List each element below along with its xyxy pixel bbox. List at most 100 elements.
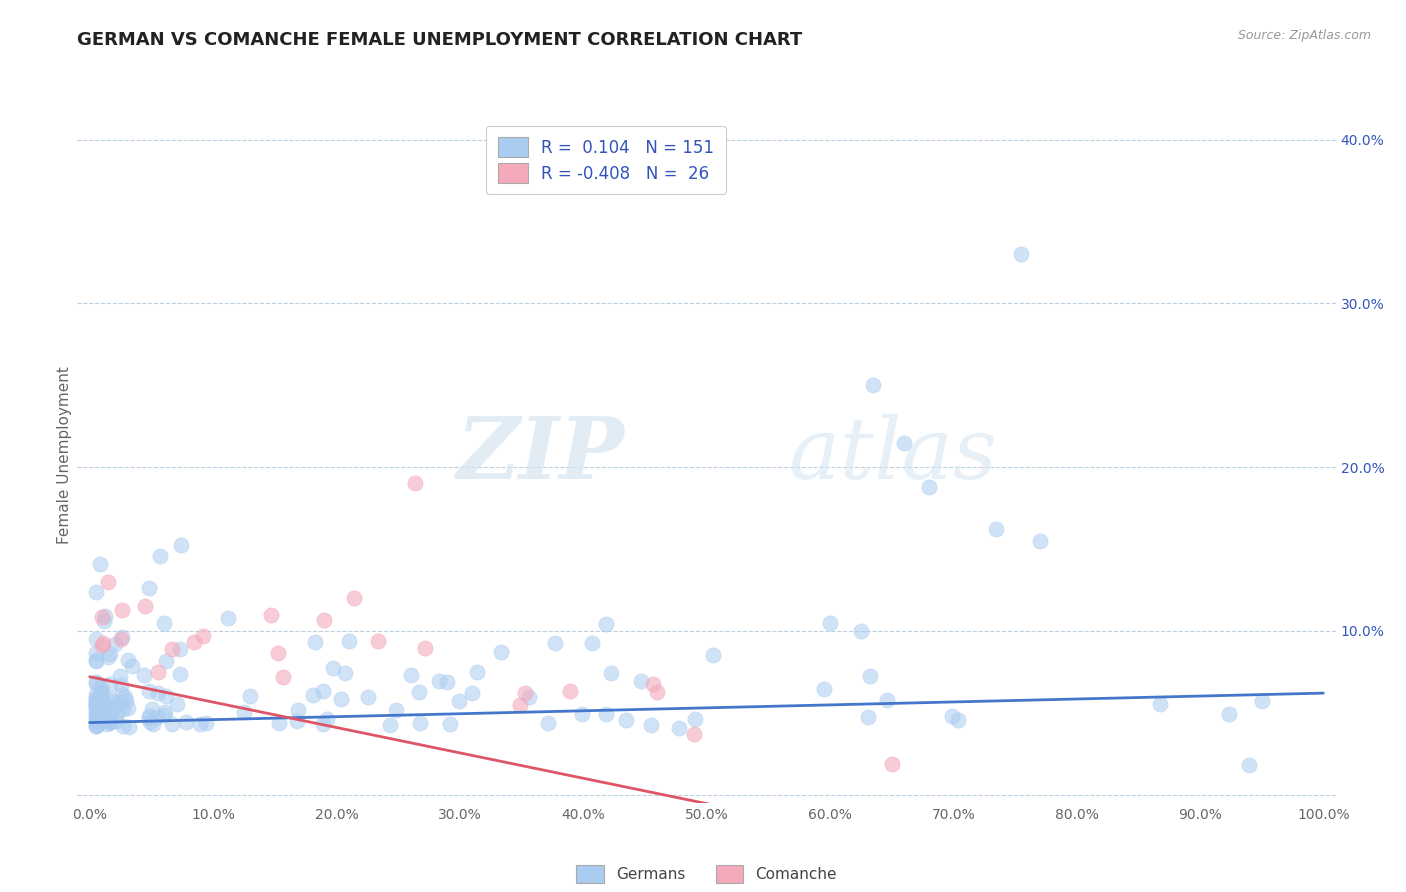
Point [683, 712, 706, 726]
Point [104, 699, 127, 714]
Point [160, 717, 183, 731]
Point [138, 684, 160, 698]
Point [110, 678, 132, 692]
Point [96, 711, 118, 725]
Point [880, 756, 903, 771]
Point [121, 659, 143, 673]
Point [174, 715, 197, 730]
Point [169, 641, 191, 656]
Point [100, 714, 122, 729]
Point [271, 670, 294, 684]
Point [105, 714, 128, 728]
Point [94, 704, 117, 718]
Point [90, 684, 112, 698]
Point [146, 686, 169, 700]
Y-axis label: Female Unemployment: Female Unemployment [56, 366, 72, 544]
Point [84, 714, 107, 728]
Point [986, 523, 1008, 537]
Point [1239, 758, 1261, 772]
Point [818, 615, 841, 630]
Point [517, 690, 540, 704]
Point [260, 607, 283, 622]
Point [188, 716, 211, 731]
Point [146, 665, 169, 679]
Point [84, 703, 107, 717]
Point [111, 687, 134, 701]
Point [312, 684, 335, 698]
Point [89, 714, 111, 728]
Point [489, 645, 512, 659]
Point [149, 549, 172, 563]
Point [138, 582, 160, 596]
Point [91, 610, 114, 624]
Point [84, 719, 107, 733]
Point [595, 616, 617, 631]
Point [449, 694, 471, 708]
Point [98, 715, 121, 730]
Point [266, 646, 288, 660]
Point [1010, 247, 1032, 261]
Point [217, 611, 239, 625]
Point [702, 648, 724, 663]
Point [115, 693, 138, 707]
Point [329, 692, 352, 706]
Point [84, 696, 107, 710]
Point [153, 615, 176, 630]
Point [97, 649, 120, 664]
Point [427, 674, 450, 689]
Point [86, 718, 108, 732]
Point [100, 691, 122, 706]
Point [408, 685, 430, 699]
Point [337, 634, 360, 648]
Point [84, 693, 107, 707]
Point [380, 718, 402, 732]
Point [84, 654, 107, 668]
Point [84, 675, 107, 690]
Point [439, 717, 461, 731]
Point [110, 632, 132, 646]
Point [91, 638, 114, 652]
Point [90, 685, 112, 699]
Point [1250, 694, 1272, 708]
Point [84, 715, 107, 730]
Point [141, 702, 163, 716]
Point [404, 476, 426, 491]
Point [139, 714, 162, 729]
Point [97, 574, 120, 589]
Point [107, 696, 129, 710]
Point [114, 690, 136, 705]
Point [90, 691, 112, 706]
Point [813, 682, 835, 697]
Point [84, 697, 107, 711]
Point [285, 714, 308, 728]
Point [155, 690, 177, 704]
Point [146, 710, 169, 724]
Point [465, 665, 488, 679]
Point [93, 708, 115, 723]
Point [97, 711, 120, 725]
Point [312, 614, 335, 628]
Point [191, 629, 214, 643]
Point [856, 710, 879, 724]
Point [558, 684, 581, 698]
Point [84, 675, 107, 690]
Point [118, 720, 141, 734]
Point [117, 653, 139, 667]
Point [105, 706, 128, 721]
Point [322, 661, 344, 675]
Point [183, 635, 205, 649]
Point [1149, 697, 1171, 711]
Point [343, 591, 366, 605]
Point [614, 713, 637, 727]
Point [287, 703, 309, 717]
Point [96, 698, 118, 713]
Point [544, 636, 567, 650]
Point [89, 713, 111, 727]
Point [117, 700, 139, 714]
Point [941, 709, 963, 723]
Point [862, 378, 884, 392]
Point [138, 711, 160, 725]
Point [194, 715, 217, 730]
Point [84, 632, 107, 646]
Point [640, 717, 662, 731]
